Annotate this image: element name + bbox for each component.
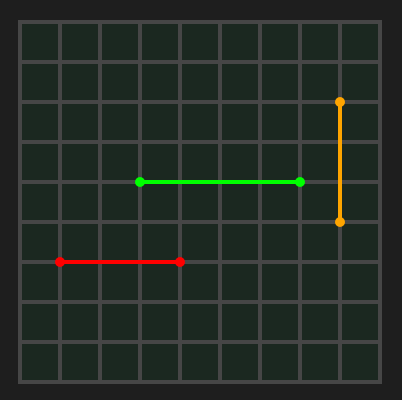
grid-cell[interactable]	[182, 24, 218, 60]
grid-cell[interactable]	[102, 24, 138, 60]
grid-cell[interactable]	[62, 224, 98, 260]
grid-cell[interactable]	[62, 64, 98, 100]
grid-cell[interactable]	[22, 304, 58, 340]
grid-cell[interactable]	[22, 264, 58, 300]
grid-cell[interactable]	[182, 224, 218, 260]
grid-cell[interactable]	[262, 24, 298, 60]
grid-cell[interactable]	[62, 24, 98, 60]
grid-cell[interactable]	[142, 144, 178, 180]
grid-cell[interactable]	[342, 304, 378, 340]
grid-cell[interactable]	[222, 24, 258, 60]
grid-cell[interactable]	[22, 144, 58, 180]
grid-cell[interactable]	[182, 184, 218, 220]
grid-cell[interactable]	[182, 144, 218, 180]
grid-cell[interactable]	[62, 144, 98, 180]
grid-cell[interactable]	[182, 264, 218, 300]
grid-cell[interactable]	[262, 264, 298, 300]
grid-cell[interactable]	[342, 264, 378, 300]
grid-cell[interactable]	[262, 104, 298, 140]
orange-segment[interactable]	[335, 97, 345, 227]
grid-cell[interactable]	[222, 184, 258, 220]
grid-cell[interactable]	[302, 144, 338, 180]
grid-cell[interactable]	[342, 64, 378, 100]
grid-cell[interactable]	[102, 144, 138, 180]
grid-cell[interactable]	[302, 264, 338, 300]
green-segment-end-endpoint[interactable]	[295, 177, 305, 187]
grid-cell[interactable]	[62, 104, 98, 140]
grid-cell[interactable]	[102, 184, 138, 220]
grid-cell[interactable]	[342, 224, 378, 260]
grid-cell[interactable]	[142, 224, 178, 260]
grid-cell[interactable]	[342, 344, 378, 380]
grid-cell[interactable]	[142, 264, 178, 300]
grid-cell[interactable]	[302, 304, 338, 340]
green-segment-start-endpoint[interactable]	[135, 177, 145, 187]
grid-cell[interactable]	[142, 24, 178, 60]
grid-cell[interactable]	[62, 184, 98, 220]
red-segment[interactable]	[55, 257, 185, 267]
red-segment-end-endpoint[interactable]	[175, 257, 185, 267]
grid-cell[interactable]	[342, 144, 378, 180]
grid-cell[interactable]	[102, 344, 138, 380]
grid-cell[interactable]	[22, 64, 58, 100]
grid-cell[interactable]	[302, 344, 338, 380]
grid-cell[interactable]	[62, 344, 98, 380]
grid-cell[interactable]	[142, 64, 178, 100]
line-segments[interactable]	[55, 97, 345, 267]
grid-cell[interactable]	[182, 104, 218, 140]
grid-cells[interactable]	[18, 20, 382, 384]
grid-cell[interactable]	[22, 24, 58, 60]
orange-segment-start-endpoint[interactable]	[335, 97, 345, 107]
grid-cell[interactable]	[22, 184, 58, 220]
grid-cell[interactable]	[262, 64, 298, 100]
grid-cell[interactable]	[102, 264, 138, 300]
grid-cell[interactable]	[342, 104, 378, 140]
grid-cell[interactable]	[222, 264, 258, 300]
grid-cell[interactable]	[222, 344, 258, 380]
grid-cell[interactable]	[22, 104, 58, 140]
grid-cell[interactable]	[22, 344, 58, 380]
grid-cell[interactable]	[262, 344, 298, 380]
grid-cell[interactable]	[102, 224, 138, 260]
grid-cell[interactable]	[102, 304, 138, 340]
grid-cell[interactable]	[182, 304, 218, 340]
grid-cell[interactable]	[262, 304, 298, 340]
grid-cell[interactable]	[142, 104, 178, 140]
grid-cell[interactable]	[22, 224, 58, 260]
grid-cell[interactable]	[102, 64, 138, 100]
grid-cell[interactable]	[262, 224, 298, 260]
grid-cell[interactable]	[222, 304, 258, 340]
grid-cell[interactable]	[142, 304, 178, 340]
grid-cell[interactable]	[62, 264, 98, 300]
orange-segment-end-endpoint[interactable]	[335, 217, 345, 227]
grid-cell[interactable]	[102, 104, 138, 140]
grid-cell[interactable]	[262, 184, 298, 220]
grid-cell[interactable]	[182, 344, 218, 380]
grid-cell[interactable]	[302, 104, 338, 140]
grid-cell[interactable]	[62, 304, 98, 340]
grid-cell[interactable]	[302, 24, 338, 60]
grid-cell[interactable]	[142, 344, 178, 380]
grid-cell[interactable]	[182, 64, 218, 100]
grid-cell[interactable]	[342, 24, 378, 60]
grid-cell[interactable]	[342, 184, 378, 220]
grid-cell[interactable]	[222, 64, 258, 100]
grid-cell[interactable]	[222, 144, 258, 180]
grid-cell[interactable]	[142, 184, 178, 220]
grid-cell[interactable]	[222, 224, 258, 260]
grid-cell[interactable]	[302, 64, 338, 100]
red-segment-start-endpoint[interactable]	[55, 257, 65, 267]
grid-cell[interactable]	[262, 144, 298, 180]
grid-cell[interactable]	[302, 224, 338, 260]
grid-cell[interactable]	[222, 104, 258, 140]
green-segment[interactable]	[135, 177, 305, 187]
grid-cell[interactable]	[302, 184, 338, 220]
